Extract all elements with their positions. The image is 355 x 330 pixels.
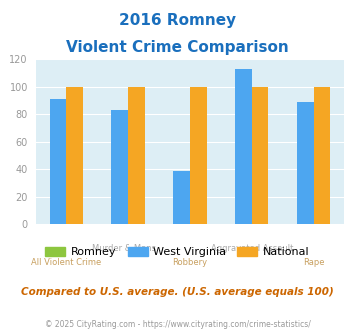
Legend: Romney, West Virginia, National: Romney, West Virginia, National	[41, 242, 314, 262]
Text: Violent Crime Comparison: Violent Crime Comparison	[66, 40, 289, 54]
Text: Robbery: Robbery	[173, 258, 207, 267]
Bar	[297, 102, 313, 224]
Bar	[50, 99, 66, 224]
Bar	[252, 87, 268, 224]
Text: All Violent Crime: All Violent Crime	[31, 258, 102, 267]
Text: Rape: Rape	[303, 258, 324, 267]
Bar	[235, 69, 252, 224]
Bar	[66, 87, 83, 224]
Text: Murder & Mans...: Murder & Mans...	[92, 244, 164, 253]
Text: © 2025 CityRating.com - https://www.cityrating.com/crime-statistics/: © 2025 CityRating.com - https://www.city…	[45, 320, 310, 329]
Bar	[190, 87, 207, 224]
Bar	[173, 171, 190, 224]
Bar	[128, 87, 145, 224]
Bar	[313, 87, 330, 224]
Text: Compared to U.S. average. (U.S. average equals 100): Compared to U.S. average. (U.S. average …	[21, 287, 334, 297]
Bar	[111, 110, 128, 224]
Text: Aggravated Assault: Aggravated Assault	[211, 244, 293, 253]
Text: 2016 Romney: 2016 Romney	[119, 13, 236, 28]
